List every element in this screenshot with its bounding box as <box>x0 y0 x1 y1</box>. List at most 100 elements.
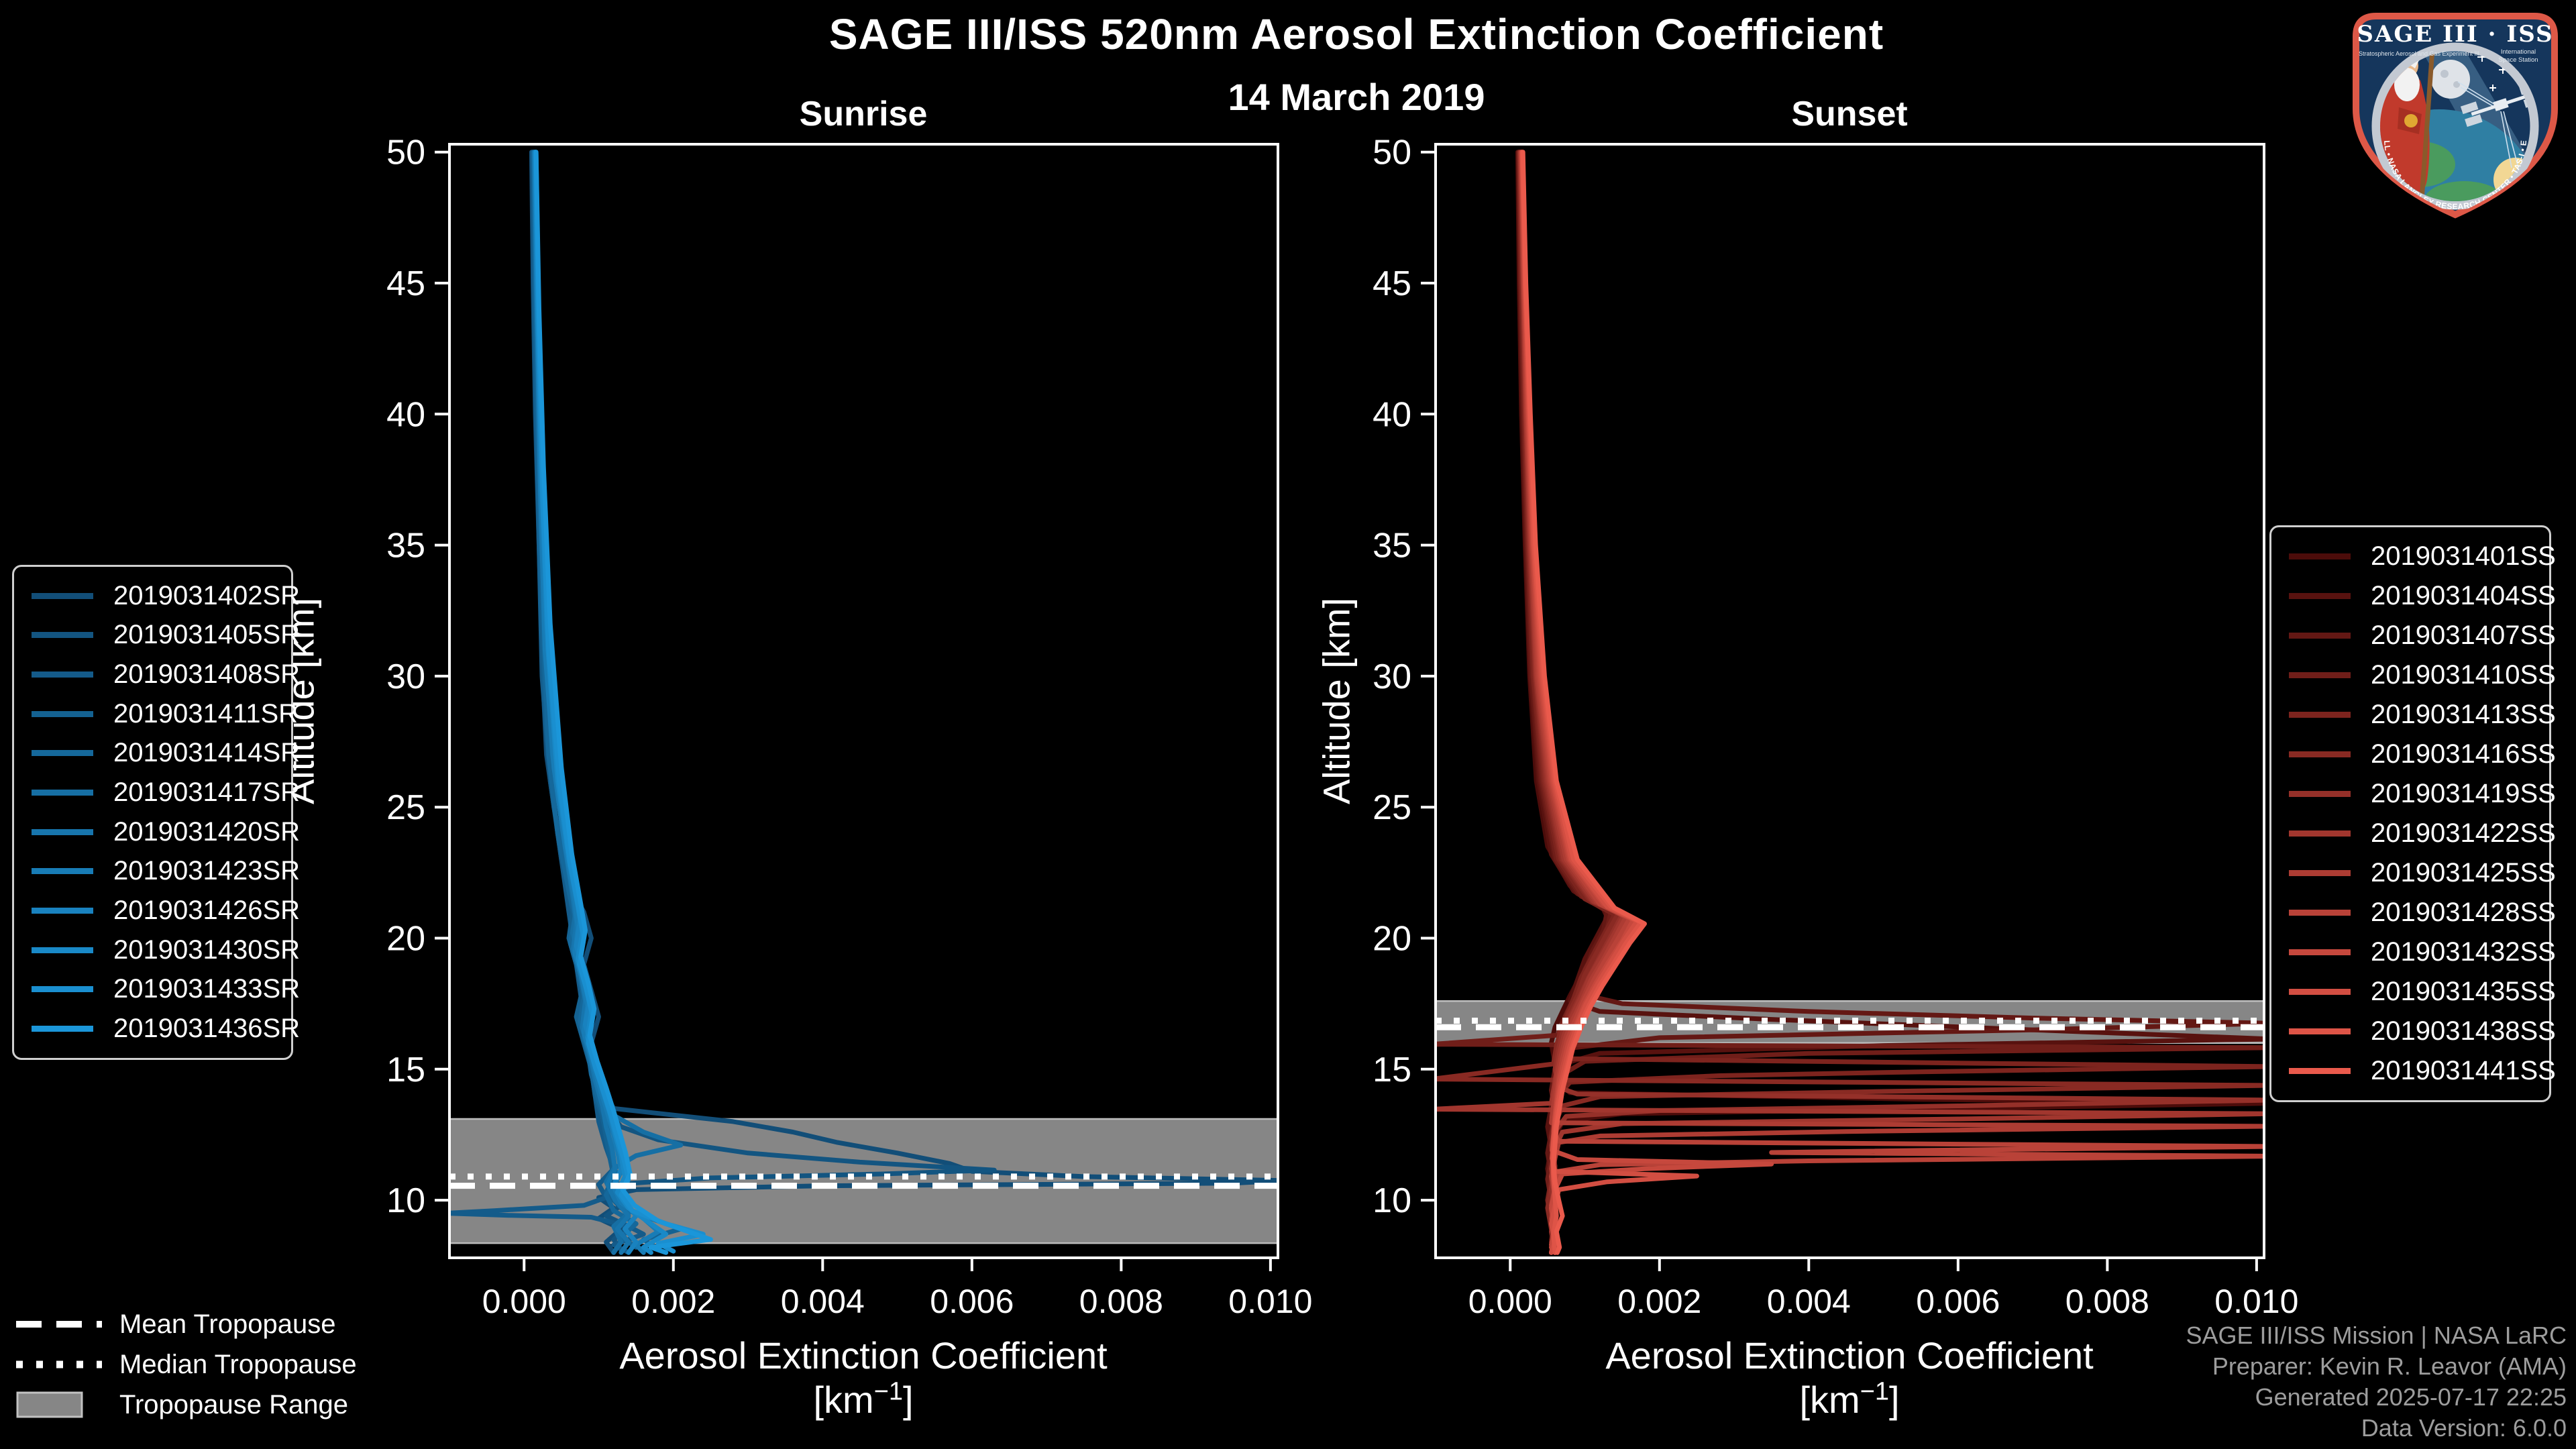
legend-label: 2019031410SS <box>2371 660 2556 690</box>
x-axis-label-text: Aerosol Extinction Coefficient <box>1605 1334 2094 1377</box>
patch-subtitle-left: Stratospheric Aerosol and Gas Experiment… <box>2359 50 2479 57</box>
legend-label: 2019031425SS <box>2371 858 2556 888</box>
legend-label: 2019031417SR <box>113 777 301 808</box>
legend-label: 2019031428SS <box>2371 898 2556 927</box>
x-tick-label: 0.006 <box>930 1283 1014 1320</box>
y-tick-label: 25 <box>386 788 425 827</box>
legend-item: 2019031428SS <box>2271 898 2556 928</box>
legend-line-sample <box>32 1026 93 1032</box>
y-tick-label: 40 <box>386 395 425 434</box>
legend-item: 2019031425SS <box>2271 858 2556 888</box>
legend-line-sample <box>2289 870 2351 876</box>
legend-line-sample <box>32 828 93 835</box>
x-axis-label-sunrise: Aerosol Extinction Coefficient [km−1] <box>619 1334 1107 1421</box>
y-tick-label: 15 <box>1373 1051 1411 1089</box>
y-tick-label: 30 <box>1373 657 1411 696</box>
legend-line-sample <box>32 632 93 639</box>
footer-mission: SAGE III/ISS Mission | NASA LaRC <box>2186 1321 2567 1349</box>
legend-line-sample <box>32 908 93 914</box>
legend-item: 2019031410SS <box>2271 660 2556 690</box>
x-tick-label: 0.010 <box>2214 1283 2298 1320</box>
tropopause-range-label: Tropopause Range <box>119 1389 348 1419</box>
x-axis-units: [km−1] <box>1799 1377 1900 1421</box>
legend-label: 2019031422SS <box>2371 818 2556 848</box>
median-tropopause-label: Median Tropopause <box>119 1349 357 1379</box>
legend-label: 2019031404SS <box>2371 581 2556 610</box>
legend-item: 2019031411SR <box>14 699 298 729</box>
sage-iii-iss-logo: SAGE III · ISS Stratospheric Aerosol and… <box>2353 13 2558 219</box>
x-tick-label: 0.010 <box>1228 1283 1312 1320</box>
legend-line-sample <box>2289 553 2351 559</box>
legend-label: 2019031411SR <box>113 698 299 729</box>
legend-line-sample <box>2289 910 2351 916</box>
legend-item: 2019031413SS <box>2271 700 2556 730</box>
y-tick-label: 15 <box>386 1051 425 1089</box>
legend-line-sample <box>32 947 93 953</box>
x-axis-label-text: Aerosol Extinction Coefficient <box>619 1334 1108 1377</box>
legend-item: 2019031417SR <box>14 777 300 808</box>
y-tick-label: 40 <box>1373 395 1411 434</box>
legend-sunset: 2019031401SS 2019031404SS 2019031407SS 2019… <box>2269 525 2556 1102</box>
plot-sunset: 0.000 0.002 0.004 0.006 0.008 0.010 10 15 20 25 30… <box>1373 133 2298 1320</box>
legend-label: 2019031407SS <box>2371 621 2556 650</box>
y-tick-label: 45 <box>386 264 425 303</box>
legend-item: 2019031402SR <box>14 581 300 611</box>
dashed-line-icon <box>16 1321 102 1328</box>
y-tick-label: 30 <box>386 657 425 696</box>
legend-line-sample <box>2289 989 2351 995</box>
y-tick-label: 50 <box>1373 133 1411 172</box>
legend-label: 2019031414SR <box>113 738 301 768</box>
legend-label: 2019031435SS <box>2371 977 2556 1006</box>
legend-item: 2019031441SS <box>2271 1056 2556 1086</box>
legend-label: 2019031423SR <box>113 856 301 886</box>
page-title: SAGE III/ISS 520nm Aerosol Extinction Co… <box>828 10 1884 58</box>
legend-item: 2019031420SR <box>14 817 300 847</box>
legend-line-sample <box>2289 949 2351 955</box>
legend-item: 2019031438SS <box>2271 1016 2556 1046</box>
patch-moon-crater <box>2440 70 2449 78</box>
legend-item: 2019031414SR <box>14 738 300 768</box>
legend-item: 2019031401SS <box>2271 541 2556 572</box>
panel-title-sunset: Sunset <box>1791 95 1908 133</box>
legend-item: 2019031423SR <box>14 856 300 886</box>
legend-label: 2019031405SR <box>113 620 301 650</box>
x-axis-units: [km−1] <box>813 1377 914 1421</box>
profile-2019031433SR <box>533 150 706 1254</box>
footer-generated: Generated 2025-07-17 22:25 <box>2255 1383 2567 1411</box>
x-tick-label: 0.008 <box>1079 1283 1163 1320</box>
dotted-line-icon <box>16 1360 102 1368</box>
y-tick-label: 50 <box>386 133 425 172</box>
patch-ring <box>2371 42 2539 210</box>
legend-item-mean-tropopause: Mean Tropopause <box>16 1309 357 1339</box>
legend-label: 2019031436SR <box>113 1014 301 1044</box>
date-subtitle: 14 March 2019 <box>1228 76 1485 118</box>
patch-moon <box>2431 60 2470 99</box>
legend-item: 2019031436SR <box>14 1014 300 1044</box>
legend-item: 2019031408SR <box>14 659 300 690</box>
legend-item: 2019031416SS <box>2271 739 2556 769</box>
y-tick-label: 10 <box>1373 1181 1411 1220</box>
legend-line-sample <box>32 750 93 757</box>
legend-label: 2019031401SS <box>2371 541 2556 571</box>
y-tick-label: 20 <box>1373 919 1411 958</box>
plot-frame <box>448 143 1279 1259</box>
legend-label: 2019031420SR <box>113 816 301 847</box>
legend-line-sample <box>2289 672 2351 678</box>
legend-line-sample <box>2289 1068 2351 1074</box>
panel-title-sunrise: Sunrise <box>799 95 928 133</box>
mean-tropopause-label: Mean Tropopause <box>119 1309 336 1339</box>
footer-preparer: Preparer: Kevin R. Leavor (AMA) <box>2212 1352 2567 1380</box>
legend-item: 2019031422SS <box>2271 818 2556 849</box>
legend-label: 2019031430SR <box>113 934 301 965</box>
legend-line-sample <box>2289 1028 2351 1034</box>
y-tick-label: 20 <box>386 919 425 958</box>
profile-2019031436SR <box>533 150 713 1255</box>
y-tick-label: 25 <box>1373 788 1411 827</box>
legend-label: 2019031408SR <box>113 659 301 690</box>
legend-line-sample <box>32 986 93 993</box>
tropopause-legend: Mean Tropopause Median Tropopause Tropop… <box>16 1309 357 1419</box>
x-tick-label: 0.000 <box>1468 1283 1552 1320</box>
y-tick-label: 35 <box>1373 527 1411 566</box>
x-tick-label: 0.002 <box>1617 1283 1701 1320</box>
